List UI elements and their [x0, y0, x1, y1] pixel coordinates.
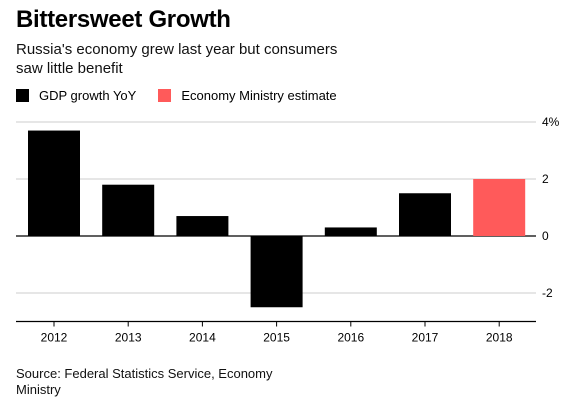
x-tick-label: 2014	[189, 331, 216, 345]
bar-2016	[324, 227, 377, 236]
bars	[28, 130, 526, 308]
y-tick-label: 2	[542, 172, 549, 186]
legend-item-gdp: GDP growth YoY	[16, 88, 136, 103]
chart-title: Bittersweet Growth	[16, 6, 231, 33]
legend-item-estimate: Economy Ministry estimate	[158, 88, 337, 103]
y-axis-ticks: 4% 2 0 -2	[542, 115, 560, 300]
legend-label-estimate: Economy Ministry estimate	[181, 88, 337, 103]
chart-subtitle: Russia's economy grew last year but cons…	[16, 41, 338, 77]
x-tick-label: 2017	[412, 331, 439, 345]
y-tick-label: -2	[542, 286, 553, 300]
legend-label-gdp: GDP growth YoY	[39, 88, 137, 103]
y-tick-label: 4%	[542, 115, 560, 129]
x-tick-label: 2015	[263, 331, 290, 345]
bar-2015	[250, 236, 303, 308]
source-note: Source: Federal Statistics Service, Econ…	[16, 366, 273, 397]
bar-2013	[102, 184, 155, 236]
bar-2012	[28, 130, 80, 236]
bar-2018	[473, 179, 526, 236]
legend-swatch-gdp	[16, 89, 29, 102]
x-axis-ticks: 2012 2013 2014 2015 2016 2017 2018	[41, 321, 513, 345]
bar-2014	[176, 216, 229, 236]
x-tick-label: 2016	[337, 331, 364, 345]
y-tick-label: 0	[542, 229, 549, 243]
legend: GDP growth YoY Economy Ministry estimate	[16, 88, 359, 103]
x-tick-label: 2012	[41, 331, 68, 345]
bar-2017	[399, 193, 451, 236]
x-tick-label: 2013	[115, 331, 142, 345]
legend-swatch-estimate	[158, 89, 172, 102]
x-tick-label: 2018	[486, 331, 513, 345]
